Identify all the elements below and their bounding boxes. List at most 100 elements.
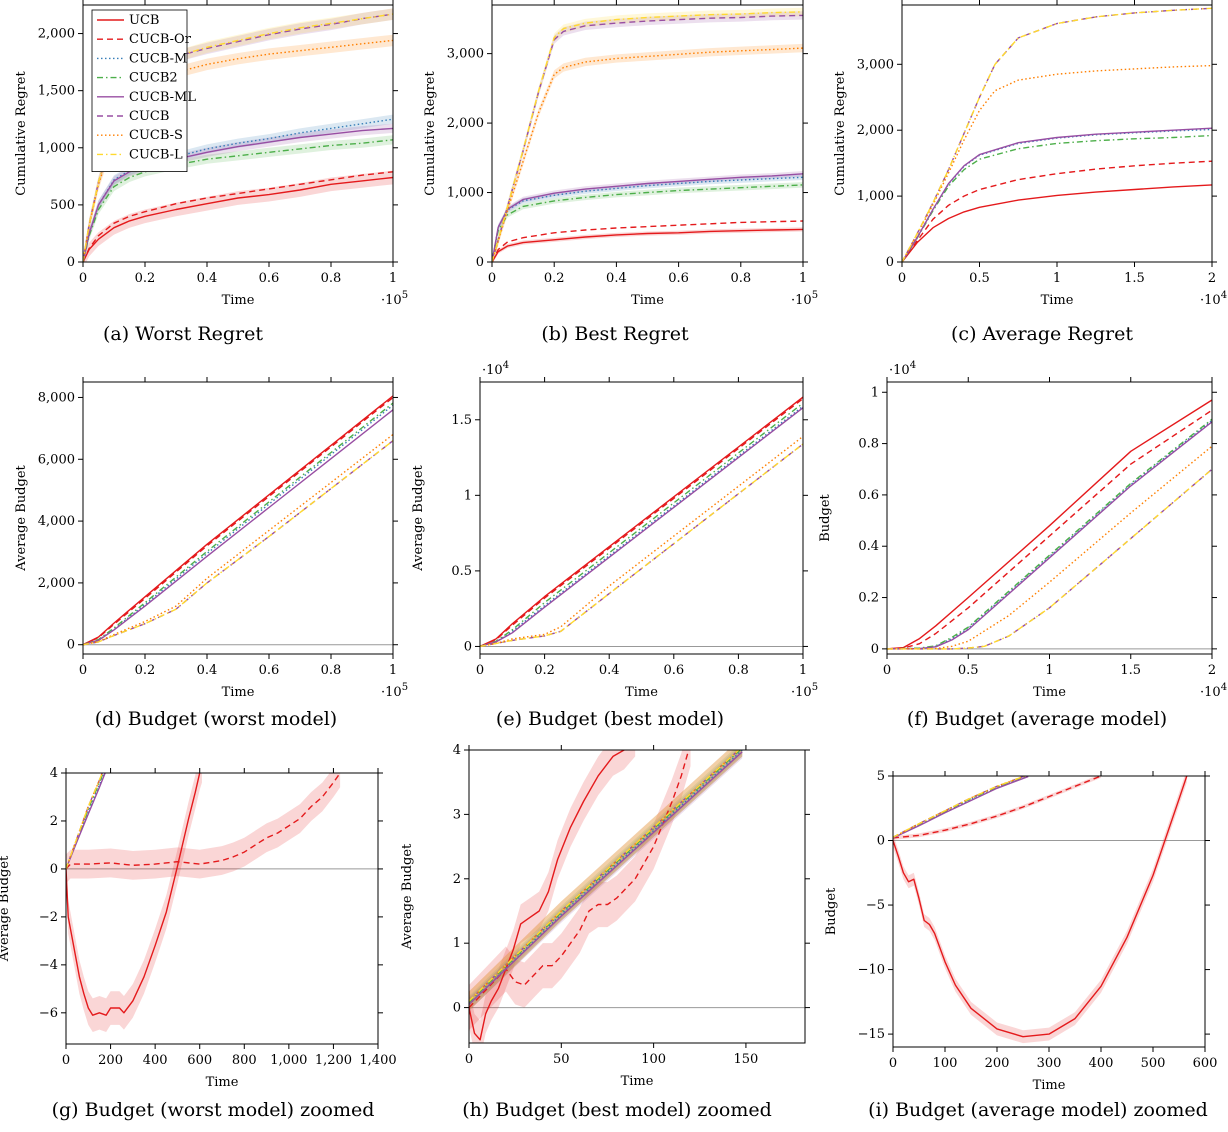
x-tick-label: 150 (734, 1052, 759, 1067)
axes-frame (479, 381, 804, 655)
series-line-ucb (480, 396, 803, 648)
y-axis-label: Cumulative Regret (833, 71, 848, 196)
caption-h: (h) Budget (best model) zoomed (462, 1099, 772, 1121)
y-tick-label: 0 (476, 255, 484, 270)
x-tick-label: 0.8 (321, 663, 342, 678)
x-tick-label: 200 (98, 1053, 123, 1068)
x-tick-label: 1 (799, 271, 807, 286)
y-tick-label: 3 (453, 807, 461, 822)
legend-entry: CUCB-ML (129, 90, 196, 105)
series-line-cucb-ml (902, 127, 1212, 262)
y-axis-label: Budget (818, 493, 833, 541)
series-line-cucb2 (469, 750, 742, 1003)
series-line-cucb (902, 7, 1212, 262)
x-tick-label: 0.6 (259, 663, 280, 678)
x-tick-label: 500 (1141, 1056, 1166, 1071)
x-tick-label: 400 (1089, 1056, 1114, 1071)
y-tick-label: 1,500 (38, 84, 75, 99)
y-tick-label: 0 (464, 639, 472, 654)
x-tick-label: 0.6 (668, 271, 689, 286)
axes-frame (82, 381, 394, 655)
x-tick-label: 100 (641, 1052, 666, 1067)
series-line-cucb-ml (480, 407, 803, 648)
x-tick-label: 50 (553, 1052, 570, 1067)
x-tick-label: 400 (143, 1053, 168, 1068)
x-tick-label: 0.8 (321, 271, 342, 286)
x-tick-label: 0.8 (728, 663, 749, 678)
x-tick-label: 0.6 (259, 271, 280, 286)
series-line-cucb2 (83, 139, 393, 262)
band-cucb-or (893, 776, 1101, 840)
y-tick-label: 2,000 (857, 123, 894, 138)
chart-c: 0 0.5 1 1.5 2 0 1,000 2,000 3,000 Time Cumulative … (833, 0, 1227, 308)
legend-entry: CUCB (129, 109, 169, 124)
band-ucb (893, 776, 1187, 1044)
series-line-cucb-ml (492, 173, 803, 262)
legend-entry: CUCB-M (129, 51, 187, 66)
x-tick-label: 0.4 (606, 271, 627, 286)
plot-area (83, 395, 393, 646)
y-axis-label: Budget (824, 887, 839, 935)
series-line-cucb-l (83, 13, 393, 262)
series-line-cucb-or (83, 396, 393, 646)
y-axis-label: Cumulative Regret (14, 71, 29, 196)
chart-b: 0 0.2 0.4 0.6 0.8 1 0 1,000 2,000 3,000 Time Cumula… (423, 0, 818, 308)
caption-a: (a) Worst Regret (103, 323, 263, 345)
band-cucb-m (469, 750, 743, 1011)
x-tick-label: 0 (62, 1053, 70, 1068)
band-cucb-or (66, 773, 341, 884)
x-tick-label: 300 (1037, 1056, 1062, 1071)
legend-box (91, 9, 188, 173)
x-tick-label: 1,000 (270, 1053, 307, 1068)
x-axis-label: Time (1033, 1078, 1066, 1093)
series-line-cucb (887, 468, 1212, 650)
series-line-cucb-s (66, 773, 104, 870)
y-tick-label: 0 (871, 642, 879, 657)
series-line-cucb-l (893, 776, 1027, 838)
y-tick-label: 5 (877, 769, 885, 784)
y-tick-label: 2,000 (38, 576, 75, 591)
series-line-ucb (893, 776, 1188, 1038)
x-tick-label: 1,400 (359, 1053, 396, 1068)
band-cucb-l (469, 750, 743, 1011)
band-cucb-m (83, 114, 393, 262)
caption-g: (g) Budget (worst model) zoomed (52, 1099, 375, 1121)
plot-area (902, 7, 1212, 262)
series-line-cucb2 (902, 134, 1212, 262)
y-tick-label: 0.4 (858, 539, 879, 554)
x-axis-label: Time (1033, 685, 1066, 700)
caption-i: (i) Budget (average model) zoomed (868, 1099, 1208, 1121)
x-tick-label: 0 (898, 271, 906, 286)
axes-frame (886, 381, 1213, 655)
y-tick-label: 4,000 (38, 514, 75, 529)
y-tick-label: 3,000 (447, 47, 484, 62)
y-tick-label: −4 (39, 958, 58, 973)
y-tick-label: 0 (453, 1001, 461, 1016)
series-line-cucb-s (902, 64, 1212, 262)
y-tick-label: 0 (67, 255, 75, 270)
series-line-ucb (469, 750, 626, 1041)
x-multiplier: ·105 (381, 290, 408, 308)
x-tick-label: 0.4 (197, 271, 218, 286)
x-axis-label: Time (621, 1074, 654, 1089)
x-tick-label: 0 (883, 663, 891, 678)
y-tick-label: 0 (877, 834, 885, 849)
series-line-cucb-s (480, 435, 803, 648)
y-tick-label: 1 (464, 488, 472, 503)
y-tick-label: 0.5 (451, 564, 472, 579)
y-axis-label: Average Budget (400, 843, 415, 950)
y-tick-label: −10 (858, 963, 885, 978)
y-axis-label: Average Budget (411, 464, 426, 571)
chart-i: 0 100 200 300 400 500 600 −15 −10 −5 0 5 Time Budget (824, 769, 1217, 1093)
band-cucb-s (469, 750, 743, 1011)
series-line-cucb-s (887, 445, 1212, 650)
series-line-cucb (83, 440, 393, 646)
plot-area (480, 396, 803, 648)
y-tick-label: 2,000 (447, 116, 484, 131)
series-line-cucb-s (83, 433, 393, 646)
series-line-ucb (66, 773, 201, 1016)
y-tick-label: 0 (50, 862, 58, 877)
y-tick-label: 4 (50, 766, 58, 781)
series-line-cucb-l (83, 440, 393, 646)
series-line-cucb-m (887, 419, 1212, 650)
